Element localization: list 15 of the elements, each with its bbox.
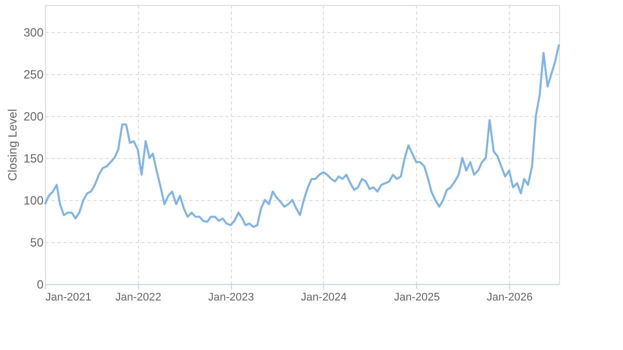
x-tick-label: Jan-2024: [300, 292, 347, 304]
y-tick-label: 50: [30, 235, 44, 250]
y-tick-label: 0: [36, 278, 44, 292]
x-tick-label: Jan-2025: [394, 292, 440, 304]
y-tick-label: 150: [23, 151, 44, 166]
y-axis-title: Closing Level: [5, 108, 20, 182]
y-tick-label: 300: [23, 25, 44, 40]
line-series: [44, 43, 560, 228]
y-tick-label: 200: [23, 109, 44, 124]
x-tick-label: Jan-2023: [208, 292, 254, 304]
x-tick-label: Jan-2021: [46, 292, 92, 304]
y-tick-label: 100: [23, 193, 44, 208]
x-tick-label: Jan-2026: [486, 292, 533, 304]
y-tick-label: 250: [23, 67, 44, 82]
x-tick-label: Jan-2022: [115, 292, 162, 304]
